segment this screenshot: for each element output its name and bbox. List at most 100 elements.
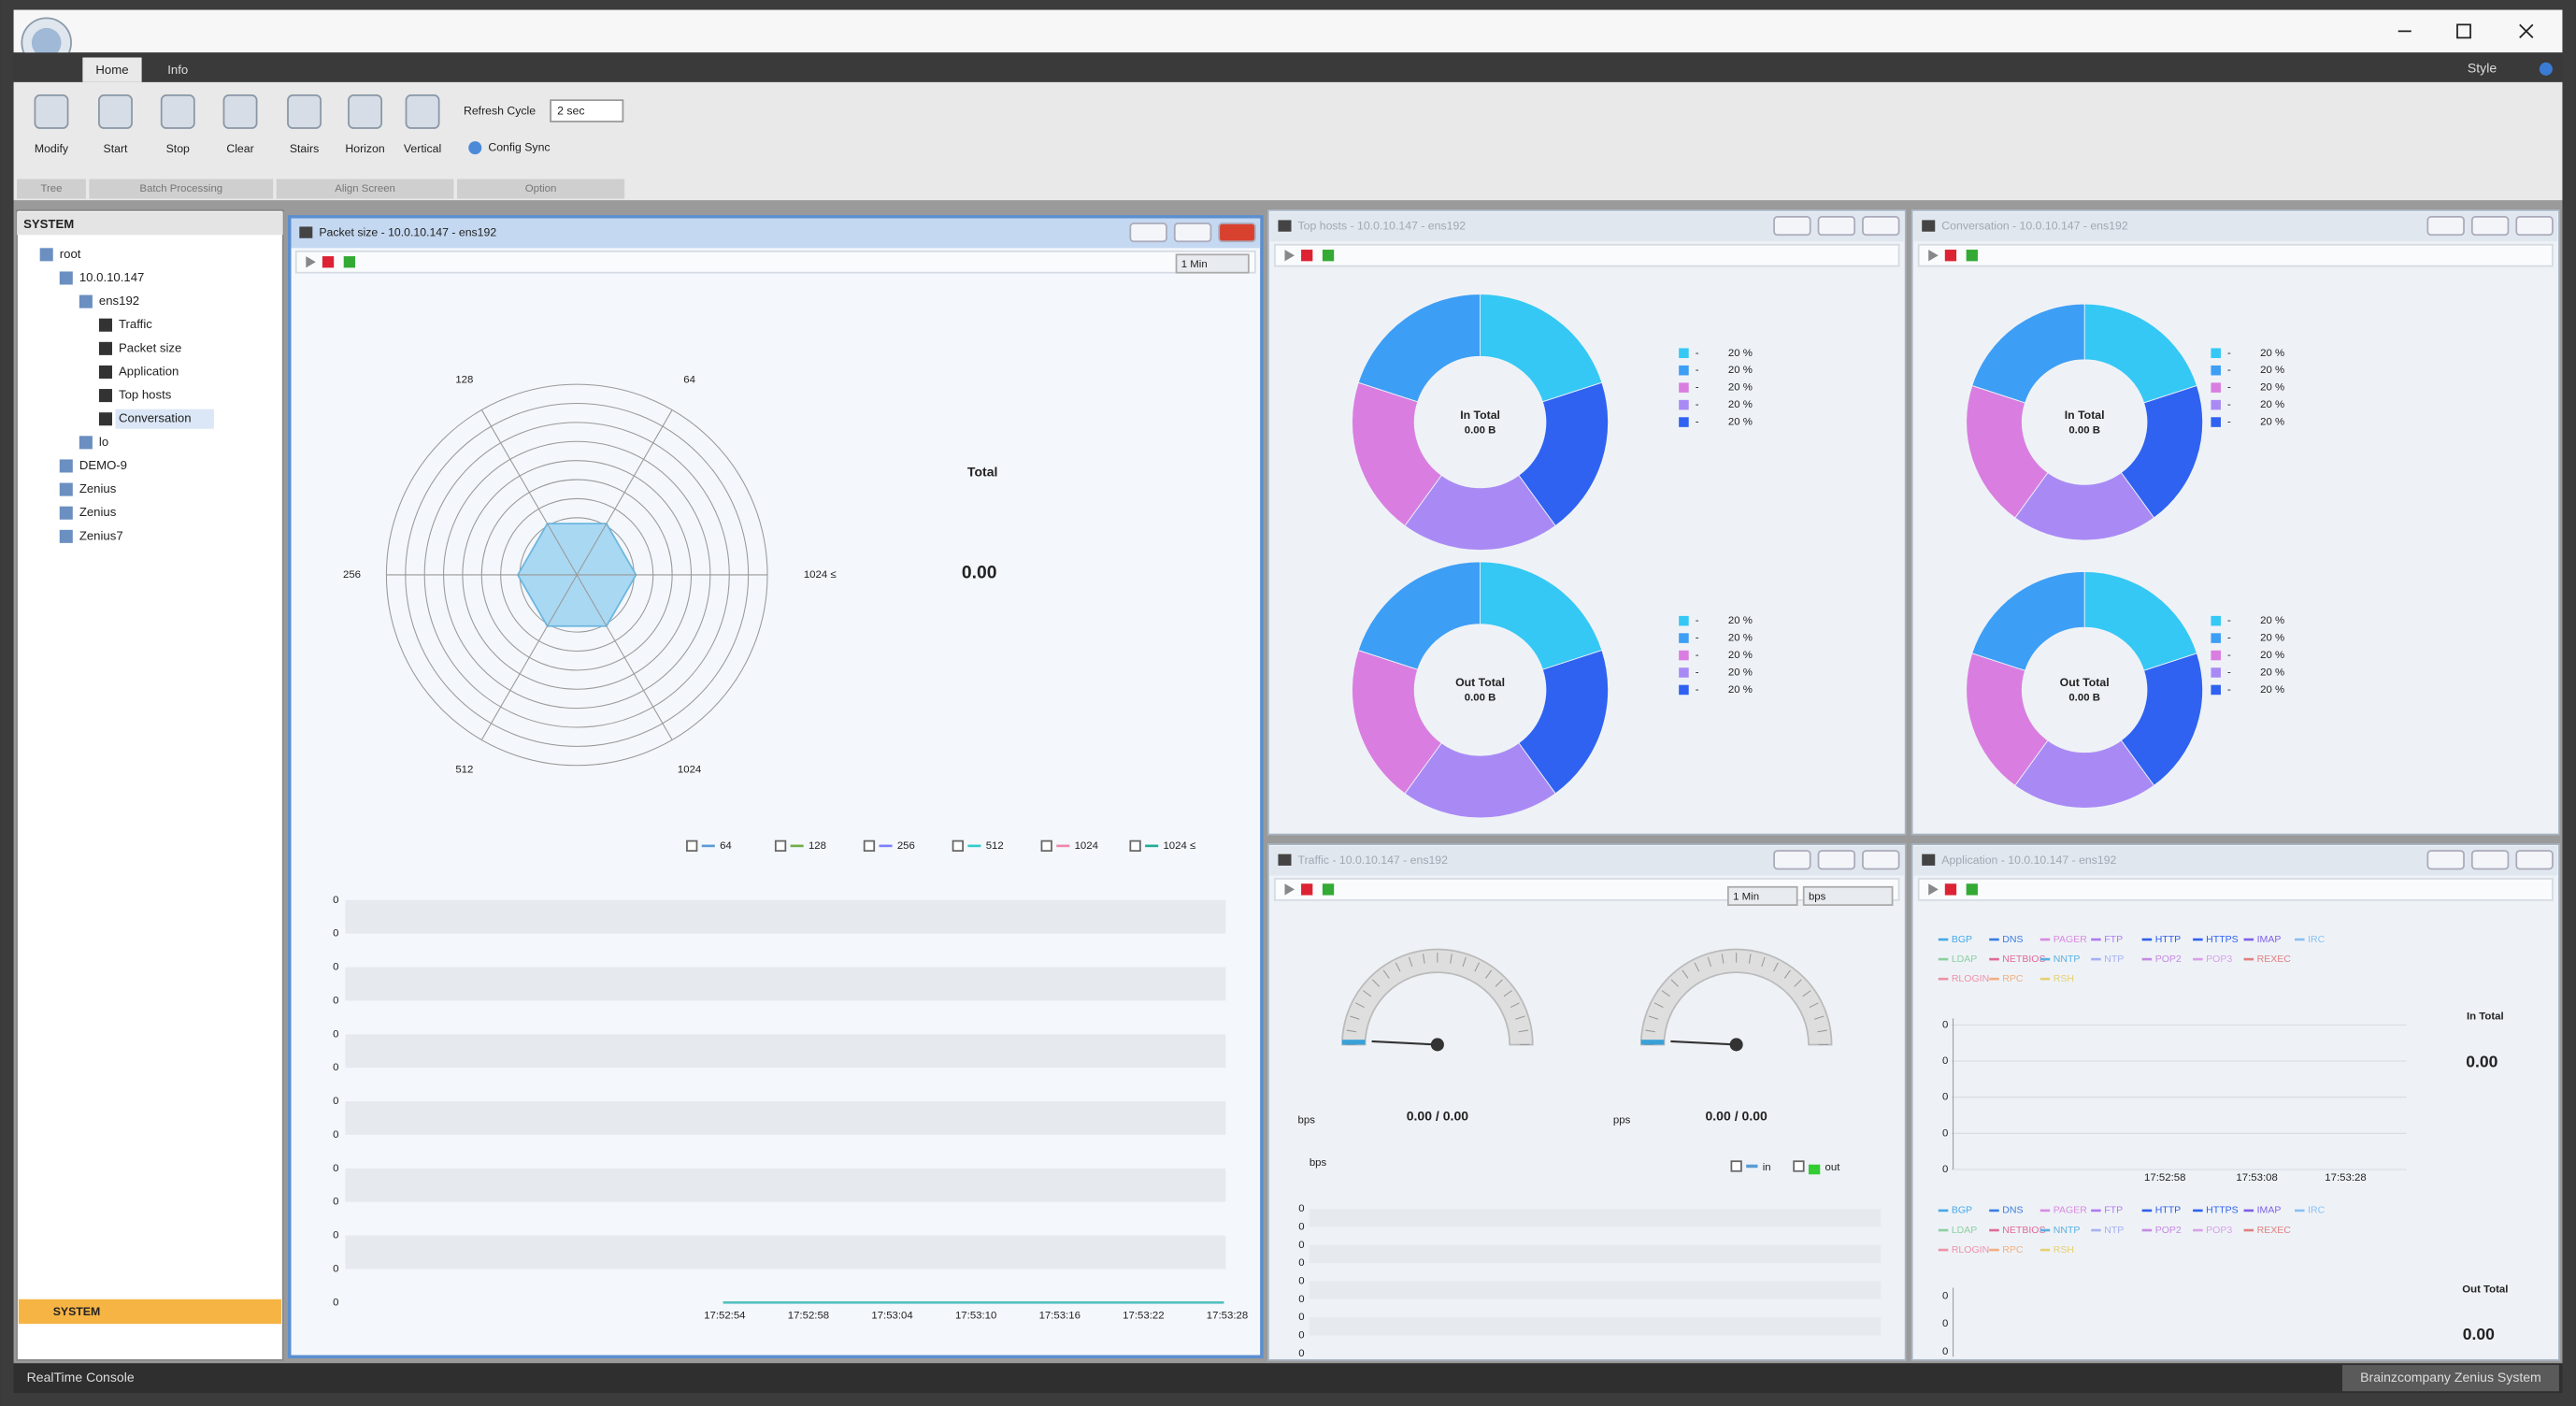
export-button[interactable] [1966, 250, 1978, 262]
tree-node[interactable]: Packet size [119, 340, 181, 354]
stop-button[interactable] [1944, 883, 1957, 896]
gauge-tick [1670, 979, 1679, 987]
play-button[interactable] [1284, 883, 1295, 896]
tree-node[interactable]: DEMO-9 [79, 458, 127, 472]
ribbon-tab[interactable]: Home [95, 63, 128, 77]
sidebar-footer[interactable]: SYSTEM [53, 1305, 100, 1318]
export-button[interactable] [1322, 883, 1335, 896]
legend-checkbox[interactable] [686, 839, 698, 853]
ribbon-button-label[interactable]: Modify [35, 142, 69, 155]
legend-value: 20 % [2260, 382, 2284, 394]
y-tick-label: 0 [333, 1263, 338, 1274]
play-button[interactable] [1284, 250, 1295, 262]
donut-center-value: 0.00 B [1465, 424, 1496, 436]
legend-swatch [1679, 348, 1689, 359]
panel-window-button[interactable] [1773, 850, 1811, 870]
donut-slice [1352, 650, 1442, 795]
ribbon-button-icon[interactable] [34, 94, 69, 129]
stop-button[interactable] [1301, 250, 1313, 262]
panel-window-button[interactable] [2426, 850, 2465, 870]
ribbon-button-label[interactable]: Stairs [290, 142, 319, 155]
panel-window-button[interactable] [2470, 850, 2510, 870]
panel-window-button[interactable] [1817, 850, 1856, 870]
stop-button[interactable] [322, 256, 335, 268]
dropdown[interactable] [1727, 885, 1798, 906]
ribbon-button-label[interactable]: Start [104, 142, 129, 155]
legend-checkbox[interactable] [1040, 839, 1052, 853]
panel-window-button[interactable] [1862, 216, 1900, 237]
panel-window-button[interactable] [2426, 216, 2465, 237]
play-button[interactable] [1928, 883, 1939, 896]
tree-node[interactable]: lo [99, 435, 108, 449]
ribbon-button-icon[interactable] [348, 94, 383, 129]
panel-window-button[interactable] [2515, 216, 2554, 237]
tree-node[interactable]: Top hosts [119, 388, 172, 402]
ribbon-tab[interactable]: Info [167, 63, 188, 77]
close-button[interactable] [2519, 23, 2534, 39]
gauge-tick [1783, 969, 1791, 979]
tree-node[interactable]: Traffic [119, 317, 152, 331]
dropdown[interactable] [1175, 253, 1250, 274]
gauge-tick [1682, 969, 1689, 979]
ribbon-button-icon[interactable] [98, 94, 133, 129]
tree-node[interactable]: root [60, 247, 81, 261]
ribbon-button-icon[interactable] [405, 94, 440, 129]
tree-node[interactable]: ens192 [99, 294, 139, 308]
sidebar [16, 209, 284, 1361]
legend-label: RSH [2054, 1244, 2074, 1255]
dropdown[interactable] [1802, 885, 1894, 906]
panel-window-button[interactable] [2470, 216, 2510, 237]
tree-node[interactable]: Zenius7 [79, 528, 123, 542]
export-button[interactable] [343, 256, 356, 268]
legend-swatch [1679, 667, 1689, 678]
ribbon-button-icon[interactable] [160, 94, 195, 129]
dropdown-value[interactable]: 1 Min [1181, 259, 1208, 270]
ribbon-button-label[interactable]: Clear [226, 142, 253, 155]
refresh-value[interactable]: 2 sec [557, 105, 584, 118]
style-menu[interactable]: Style [2468, 61, 2497, 76]
play-button[interactable] [1928, 250, 1939, 262]
stop-button[interactable] [1944, 250, 1957, 262]
legend-value: 20 % [2260, 667, 2284, 679]
tree-node[interactable]: 10.0.10.147 [79, 270, 145, 284]
legend-checkbox[interactable] [1793, 1160, 1805, 1172]
tree-node-icon [98, 318, 112, 332]
panel-window-button[interactable] [1218, 222, 1256, 243]
ribbon-button-label[interactable]: Vertical [404, 142, 441, 155]
legend-checkbox[interactable] [952, 839, 964, 853]
legend-checkbox[interactable] [774, 839, 787, 853]
restore-button[interactable] [2456, 23, 2471, 39]
stop-button[interactable] [1301, 883, 1313, 896]
panel-window-button[interactable] [1817, 216, 1856, 237]
panel-window-button[interactable] [1862, 850, 1900, 870]
refresh-select[interactable] [550, 99, 624, 122]
legend-label: RPC [2002, 1244, 2024, 1255]
legend-label: LDAP [1952, 1225, 1978, 1236]
export-button[interactable] [1966, 883, 1978, 896]
tree-node[interactable]: Zenius [79, 481, 117, 495]
config-sync[interactable]: Config Sync [488, 140, 550, 153]
dropdown-value[interactable]: bps [1809, 891, 1826, 902]
donut-center-label: Out Total [2060, 676, 2110, 689]
dropdown-value[interactable]: 1 Min [1733, 891, 1759, 902]
panel-window-button[interactable] [1773, 216, 1811, 237]
tree-node[interactable]: Conversation [119, 411, 192, 425]
legend-checkbox[interactable] [1730, 1160, 1742, 1172]
panel-window-button[interactable] [2515, 850, 2554, 870]
tree-node[interactable]: Application [119, 364, 179, 378]
legend-checkbox[interactable] [863, 839, 876, 853]
panel-window-button[interactable] [1173, 222, 1212, 243]
gauge-unit: bps [1298, 1114, 1316, 1126]
play-button[interactable] [306, 256, 316, 268]
ribbon-button-icon[interactable] [222, 94, 258, 129]
ribbon-button-label[interactable]: Horizon [345, 142, 384, 155]
legend-checkbox[interactable] [1129, 839, 1141, 853]
tab-active[interactable] [82, 57, 142, 82]
export-button[interactable] [1322, 250, 1335, 262]
legend-label: FTP [2104, 934, 2123, 945]
ribbon-button-label[interactable]: Stop [166, 142, 190, 155]
tree-node[interactable]: Zenius [79, 505, 117, 519]
help-icon[interactable] [2539, 62, 2553, 76]
ribbon-button-icon[interactable] [287, 94, 322, 129]
panel-window-button[interactable] [1129, 222, 1167, 243]
